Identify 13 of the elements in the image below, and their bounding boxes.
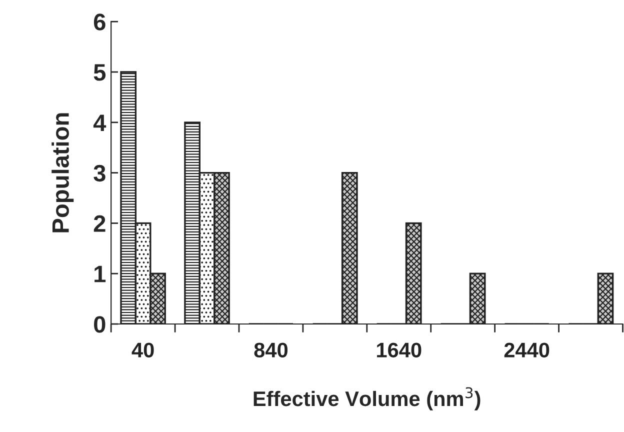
y-tick-label: 2: [94, 215, 106, 232]
x-tick-label: 840: [254, 342, 288, 358]
y-tick-label: 1: [94, 266, 106, 282]
y-tick-label: 3: [94, 164, 106, 182]
x-tick-label: 1640: [377, 342, 422, 358]
x-axis-title: Effective Volume (nm$^{3}$): [254, 387, 480, 410]
y-tick-label: 5: [94, 64, 106, 81]
y-tick-label: 4: [93, 114, 106, 131]
x-tick-label: 40: [132, 342, 154, 358]
y-axis-title: Population: [52, 113, 74, 232]
x-tick-label: 2440: [504, 342, 550, 358]
y-tick-label: 6: [94, 14, 106, 30]
y-tick-label: 0: [94, 316, 106, 333]
